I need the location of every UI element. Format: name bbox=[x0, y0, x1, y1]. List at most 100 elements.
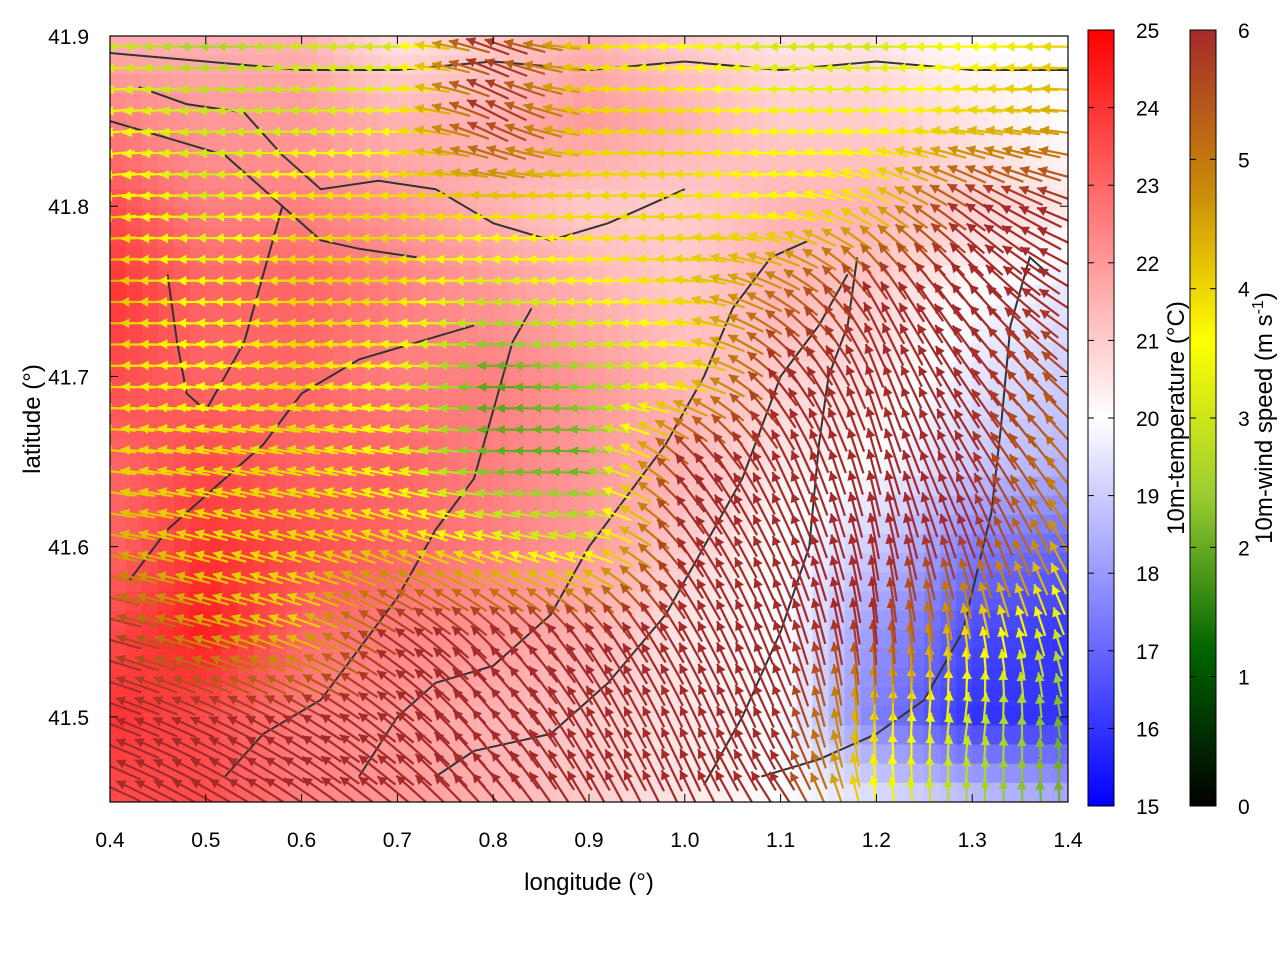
temperature-cell bbox=[557, 515, 574, 535]
wind-arrow-head bbox=[97, 655, 107, 665]
temperature-cell bbox=[924, 764, 941, 784]
temperature-cell bbox=[381, 323, 398, 343]
temperature-cell bbox=[621, 132, 638, 152]
temperature-cell bbox=[206, 189, 223, 209]
temperature-cell bbox=[381, 189, 398, 209]
wind-arrow-head bbox=[101, 551, 111, 561]
temperature-cell bbox=[461, 266, 478, 286]
temperature-cell bbox=[477, 783, 494, 803]
temperature-cell bbox=[350, 381, 367, 401]
temperature-cell bbox=[621, 189, 638, 209]
temperature-cell bbox=[541, 189, 558, 209]
temperature-cell bbox=[956, 764, 973, 784]
temperature-cell bbox=[493, 247, 510, 267]
wind-arrow-head bbox=[99, 592, 109, 602]
temperature-cell bbox=[509, 189, 526, 209]
temperature-cell bbox=[142, 189, 159, 209]
temperature-cell bbox=[813, 132, 830, 152]
temperature-cell bbox=[445, 438, 462, 458]
temperature-cell bbox=[940, 55, 957, 75]
temperature-cell bbox=[334, 323, 351, 343]
temperature-cell bbox=[557, 323, 574, 343]
wind-arrow-head bbox=[97, 634, 107, 644]
temperature-cell bbox=[302, 189, 319, 209]
wind-arrow-head bbox=[104, 127, 113, 137]
temperature-cell bbox=[142, 323, 159, 343]
temperature-cell bbox=[334, 113, 351, 133]
temperature-cell bbox=[605, 381, 622, 401]
temperature-cell bbox=[701, 189, 718, 209]
temperature-cell bbox=[445, 113, 462, 133]
temperature-cell bbox=[206, 55, 223, 75]
temperature-cell bbox=[461, 381, 478, 401]
temperature-cell bbox=[110, 400, 127, 420]
temperature-cell bbox=[381, 132, 398, 152]
wind-arrow-head bbox=[103, 191, 112, 201]
temperature-cell bbox=[110, 247, 127, 267]
wind-arrow-head bbox=[104, 106, 113, 116]
temperature-cell bbox=[286, 55, 303, 75]
temperature-cell bbox=[445, 381, 462, 401]
wind-arrow-head bbox=[103, 170, 112, 180]
temperature-cell bbox=[589, 189, 606, 209]
temperature-cell bbox=[429, 189, 446, 209]
temperature-cell bbox=[1052, 419, 1069, 439]
temperature-cell bbox=[701, 113, 718, 133]
temperature-cell bbox=[525, 515, 542, 535]
temperature-cell bbox=[573, 189, 590, 209]
temperature-cell bbox=[605, 323, 622, 343]
temperature-cell bbox=[1052, 438, 1069, 458]
temperature-cell bbox=[429, 783, 446, 803]
temperature-cell bbox=[381, 381, 398, 401]
temperature-cell bbox=[1052, 113, 1069, 133]
temperature-cell bbox=[429, 381, 446, 401]
wind-arrow-head bbox=[105, 85, 114, 95]
temperature-cell bbox=[334, 189, 351, 209]
temperature-cell bbox=[174, 113, 191, 133]
temperature-cell bbox=[1004, 687, 1021, 707]
temperature-cell bbox=[126, 55, 143, 75]
wind-arrow-head bbox=[98, 760, 108, 769]
temperature-cell bbox=[270, 247, 287, 267]
wind-arrow-head bbox=[101, 297, 110, 307]
wind-arrow-head bbox=[101, 318, 110, 328]
temperature-cell bbox=[1052, 228, 1069, 248]
temperature-cell bbox=[254, 113, 271, 133]
temperature-cell bbox=[350, 304, 367, 324]
temperature-cell bbox=[350, 323, 367, 343]
temperature-cell bbox=[557, 400, 574, 420]
temperature-cell bbox=[270, 189, 287, 209]
temperature-cell bbox=[270, 323, 287, 343]
temperature-cell bbox=[669, 266, 686, 286]
temperature-cell bbox=[701, 132, 718, 152]
temperature-cell bbox=[206, 113, 223, 133]
temperature-cell bbox=[142, 381, 159, 401]
temperature-cell bbox=[988, 74, 1005, 94]
wind-arrow-head bbox=[97, 697, 107, 706]
temperature-cell bbox=[222, 247, 239, 267]
temperature-cell bbox=[589, 381, 606, 401]
temperature-cell bbox=[589, 247, 606, 267]
wind-arrow-head bbox=[101, 276, 110, 286]
temperature-cell bbox=[669, 132, 686, 152]
temperature-cell bbox=[142, 113, 159, 133]
temperature-cell bbox=[445, 304, 462, 324]
temperature-cell bbox=[860, 132, 877, 152]
temperature-cell bbox=[988, 55, 1005, 75]
temperature-cell bbox=[589, 132, 606, 152]
temperature-cell bbox=[110, 323, 127, 343]
temperature-cell bbox=[302, 323, 319, 343]
temperature-cell bbox=[701, 74, 718, 94]
wind-arrow-head bbox=[98, 781, 108, 790]
temperature-cell bbox=[222, 323, 239, 343]
temperature-cell bbox=[445, 362, 462, 382]
temperature-cell bbox=[557, 381, 574, 401]
temperature-cell bbox=[876, 783, 893, 803]
temperature-cell bbox=[509, 438, 526, 458]
temperature-cell bbox=[781, 132, 798, 152]
temperature-cell bbox=[669, 113, 686, 133]
temperature-cell bbox=[174, 247, 191, 267]
wind-arrow-head bbox=[104, 149, 113, 159]
temperature-cell bbox=[254, 132, 271, 152]
